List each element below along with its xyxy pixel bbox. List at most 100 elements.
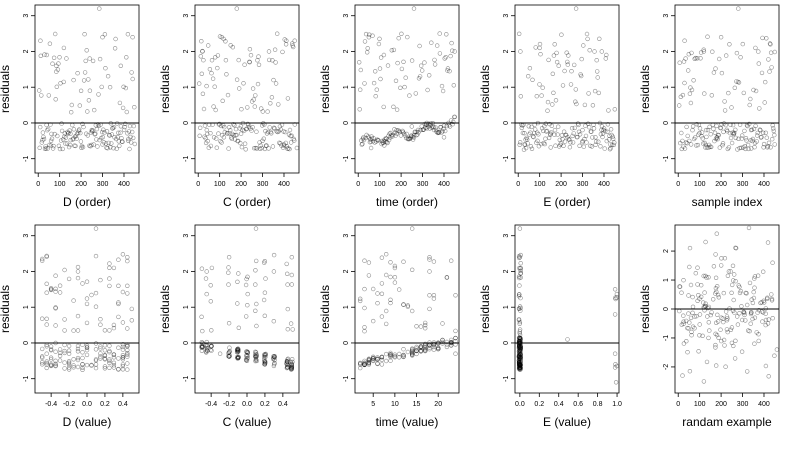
data-point [236, 354, 241, 360]
data-point [112, 135, 117, 140]
data-point [117, 100, 123, 106]
data-point [703, 239, 708, 245]
y-axis-label: residuals [638, 65, 652, 113]
x-tick-label: 0.0 [242, 401, 252, 408]
data-point [270, 356, 276, 362]
x-tick-label: -0.4 [45, 401, 57, 408]
data-point [436, 346, 441, 352]
data-point [202, 123, 208, 128]
data-point [748, 311, 754, 317]
data-point [692, 135, 698, 140]
data-point [255, 81, 261, 87]
data-point [743, 136, 749, 141]
data-point [517, 335, 522, 340]
data-point [598, 144, 603, 149]
data-point [747, 329, 752, 334]
data-point [420, 68, 425, 73]
data-point [728, 269, 733, 274]
data-point [435, 43, 440, 48]
data-point [254, 354, 259, 359]
data-point [552, 132, 557, 137]
data-point [107, 348, 112, 354]
data-point [722, 99, 727, 104]
data-point [517, 142, 522, 148]
data-point [410, 134, 415, 140]
data-point [87, 88, 93, 93]
y-tick-label: 1 [663, 278, 670, 282]
data-point [218, 139, 223, 144]
data-point [235, 138, 240, 144]
data-point [37, 124, 43, 130]
data-point [738, 288, 743, 294]
data-point [567, 145, 573, 150]
data-point [384, 358, 389, 364]
data-point [685, 325, 690, 331]
data-point [744, 138, 749, 143]
data-point [254, 323, 259, 329]
data-point [518, 358, 523, 363]
y-tick-label: -1 [183, 375, 190, 381]
data-point [537, 41, 543, 47]
data-point [518, 252, 523, 258]
data-point [90, 58, 96, 64]
data-point [227, 354, 232, 359]
y-axis-label: residuals [478, 65, 492, 113]
data-point [204, 339, 210, 345]
data-point [44, 52, 49, 58]
data-point [377, 36, 382, 41]
data-point [533, 45, 538, 50]
data-point [360, 141, 365, 147]
data-point [571, 62, 577, 68]
data-point [263, 352, 268, 357]
data-point [362, 362, 367, 367]
data-point [47, 142, 52, 148]
data-point [383, 136, 389, 141]
plot-frame [514, 224, 620, 394]
x-tick-label: 300 [97, 181, 109, 188]
data-point [366, 273, 372, 278]
data-point [379, 355, 385, 360]
data-point [234, 347, 240, 353]
y-tick-label: 0 [503, 121, 510, 125]
data-point [769, 65, 774, 70]
data-point [130, 129, 135, 135]
data-point [587, 47, 592, 53]
data-point [397, 129, 402, 135]
data-point [518, 354, 523, 360]
data-point [245, 274, 250, 279]
data-point [88, 130, 94, 135]
data-point [120, 105, 126, 111]
data-point [243, 282, 249, 288]
data-point [235, 355, 240, 361]
data-point [427, 255, 432, 260]
x-axis-label: time (value) [376, 415, 439, 429]
data-point [743, 146, 748, 152]
data-point [679, 130, 684, 136]
data-point [358, 361, 363, 366]
data-point [125, 326, 130, 331]
data-point [686, 51, 691, 57]
data-point [551, 53, 557, 58]
data-point [695, 282, 700, 287]
data-point [719, 256, 724, 261]
data-point [731, 132, 736, 137]
data-point [388, 353, 393, 359]
data-point [366, 362, 372, 367]
data-point [271, 269, 277, 274]
data-point [358, 365, 363, 371]
data-point [209, 343, 214, 349]
data-point [517, 360, 522, 365]
data-point [79, 143, 85, 149]
data-point [104, 145, 109, 150]
data-point [56, 143, 62, 149]
data-point [431, 296, 437, 301]
data-point [683, 318, 689, 324]
data-point [702, 303, 708, 309]
data-point [233, 126, 239, 132]
data-point [517, 265, 522, 271]
data-point [198, 125, 203, 131]
x-tick-label: 400 [438, 181, 450, 188]
data-point [358, 87, 363, 92]
x-tick-label: 20 [434, 401, 442, 408]
data-point [522, 131, 527, 136]
